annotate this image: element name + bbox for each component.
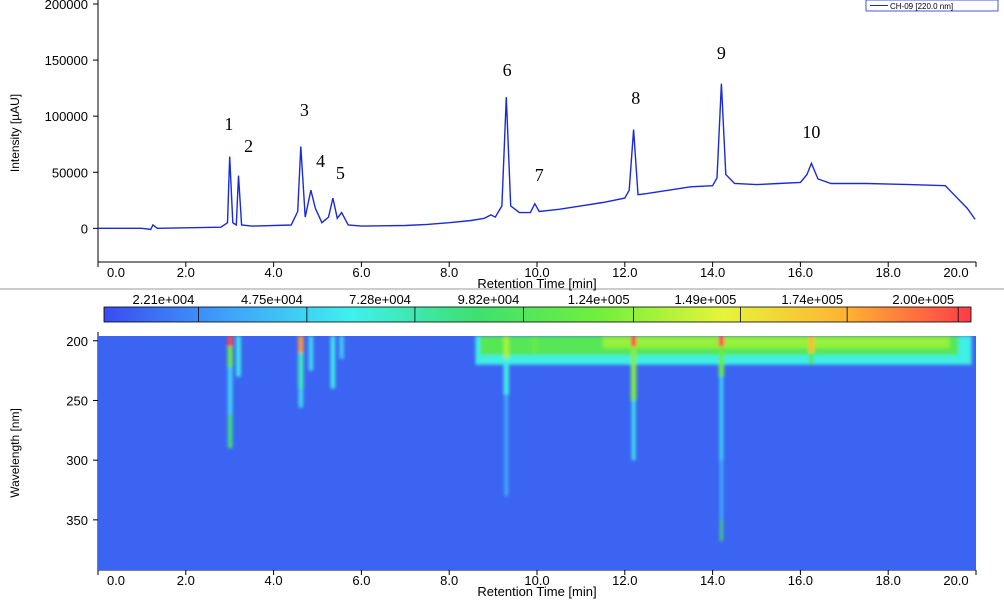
x-tick-label: 10.0 xyxy=(524,573,549,588)
colorbar-tick-label: 1.74e+005 xyxy=(781,292,843,307)
y-axis-label: Intensity [µAU] xyxy=(8,94,22,172)
heatmap-spot xyxy=(718,346,725,377)
heatmap-spot xyxy=(227,367,233,415)
x-tick-label: 2.0 xyxy=(177,265,195,280)
colorbar-tick-label: 4.75e+004 xyxy=(241,292,303,307)
y-tick-label: 150000 xyxy=(45,53,88,68)
heatmap-spot xyxy=(298,388,304,408)
heatmap-field xyxy=(98,336,976,570)
heatmap-spot xyxy=(227,414,233,449)
x-tick-label: 4.0 xyxy=(265,265,283,280)
colorbar-tick-label: 2.21e+004 xyxy=(133,292,195,307)
x-tick-label: 12.0 xyxy=(612,265,637,280)
heatmap-spot xyxy=(602,336,950,348)
x-tick-label: 4.0 xyxy=(265,573,283,588)
peak-label: 2 xyxy=(244,136,253,156)
x-tick-label: 2.0 xyxy=(177,573,195,588)
heatmap-spot xyxy=(504,394,509,496)
heatmap-spot xyxy=(298,352,304,389)
peak-label: 7 xyxy=(535,165,544,185)
peak-label: 6 xyxy=(503,60,512,80)
heatmap-spot xyxy=(630,346,637,401)
colorbar-tick-label: 9.82e+004 xyxy=(458,292,520,307)
colorbar-tick-label: 7.28e+004 xyxy=(349,292,411,307)
x-tick-label: 16.0 xyxy=(788,573,813,588)
x-tick-label: 0.0 xyxy=(107,573,125,588)
y-axis-label: Wavelength [nm] xyxy=(8,408,22,498)
heatmap-spot xyxy=(339,336,344,359)
x-tick-label: 18.0 xyxy=(876,265,901,280)
y-tick-label: 0 xyxy=(81,221,88,236)
x-tick-label: 14.0 xyxy=(700,573,725,588)
y-tick-label: 300 xyxy=(66,453,88,468)
heatmap-spot xyxy=(503,358,509,395)
peak-label: 1 xyxy=(224,114,233,134)
legend-box xyxy=(865,0,999,12)
x-tick-label: 16.0 xyxy=(788,265,813,280)
peak-label: 5 xyxy=(336,163,345,183)
heatmap-spot xyxy=(227,336,233,347)
heatmap-spot xyxy=(720,460,723,520)
heatmap-spot xyxy=(809,352,814,365)
colorbar xyxy=(103,306,972,323)
y-tick-label: 200000 xyxy=(45,0,88,12)
heatmap-spot xyxy=(720,519,723,542)
heatmap-background xyxy=(98,336,976,570)
y-tick-label: 350 xyxy=(66,513,88,528)
heatmap-spot xyxy=(236,336,241,377)
x-tick-label: 20.0 xyxy=(943,265,968,280)
heatmap-spot xyxy=(631,400,636,461)
x-tick-label: 14.0 xyxy=(700,265,725,280)
heatmap-spots xyxy=(227,336,972,542)
series-line xyxy=(98,83,976,231)
peak-label: 8 xyxy=(631,88,640,108)
peak-label: 9 xyxy=(717,43,726,63)
colorbar-tick-label: 1.49e+005 xyxy=(675,292,737,307)
y-tick-label: 50000 xyxy=(52,165,88,180)
x-tick-label: 6.0 xyxy=(352,265,370,280)
heatmap-spot xyxy=(532,336,537,353)
heatmap-spot xyxy=(630,336,637,347)
x-tick-label: 20.0 xyxy=(943,573,968,588)
legend-label: CH-09 [220.0 nm] xyxy=(890,2,953,11)
x-tick-label: 10.0 xyxy=(524,265,549,280)
peak-label: 3 xyxy=(300,100,309,120)
x-tick-label: 8.0 xyxy=(440,265,458,280)
legend: CH-09 [220.0 nm] xyxy=(865,0,999,12)
heatmap-spot xyxy=(330,336,336,389)
heatmap-spot xyxy=(719,376,724,461)
x-tick-label: 6.0 xyxy=(352,573,370,588)
heatmap-spot xyxy=(718,336,725,347)
x-axis-label: Retention Time [min] xyxy=(477,276,596,291)
y-tick-label: 100000 xyxy=(45,109,88,124)
peak-label: 10 xyxy=(802,122,820,142)
heatmap-spot xyxy=(503,336,509,359)
x-tick-label: 12.0 xyxy=(612,573,637,588)
heatmap-spot xyxy=(308,336,314,371)
x-axis-label: Retention Time [min] xyxy=(477,584,596,599)
heatmap-spot xyxy=(808,336,815,353)
heatmap-spot xyxy=(227,346,233,368)
colorbar-tick-label: 1.24e+005 xyxy=(568,292,630,307)
y-tick-label: 200 xyxy=(66,334,88,349)
x-tick-label: 0.0 xyxy=(107,265,125,280)
heatmap-spot xyxy=(298,336,304,353)
x-tick-label: 8.0 xyxy=(440,573,458,588)
chromatogram: 0.0 2.0 4.0 6.0 8.0 10.0 12.0 14.0 16.0 18.0 20.0 0… xyxy=(8,0,999,291)
heatmap: 0.0 2.0 4.0 6.0 8.0 10.0 12.0 14.0 16.0 18.0 20.0 2… xyxy=(8,292,977,599)
y-tick-label: 250 xyxy=(66,393,88,408)
colorbar-tick-label: 2.00e+005 xyxy=(892,292,954,307)
x-tick-label: 18.0 xyxy=(876,573,901,588)
peak-label: 4 xyxy=(316,151,325,171)
